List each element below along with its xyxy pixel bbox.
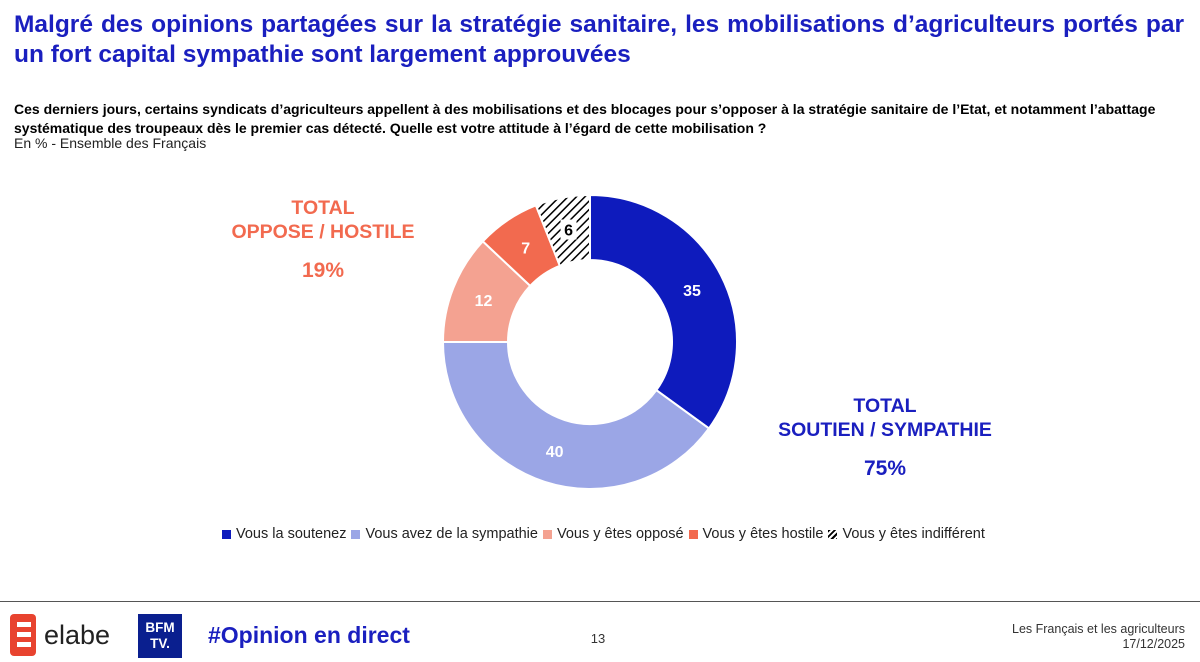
- footer-study-title: Les Français et les agriculteurs: [1012, 622, 1185, 636]
- legend-label: Vous la soutenez: [236, 526, 347, 542]
- elabe-wordmark: elabe: [44, 619, 111, 650]
- total-support-callout: TOTAL SOUTIEN / SYMPATHIE 75%: [740, 394, 1030, 482]
- donut-value-label: 7: [521, 240, 530, 257]
- footer-study-info: Les Français et les agriculteurs 17/12/2…: [1012, 622, 1185, 652]
- legend-item-vous-y-etes-hostile: Vous y êtes hostile: [688, 526, 824, 542]
- elabe-mark-icon: [10, 614, 36, 656]
- donut-slice-vous-la-soutenez: [589, 193, 738, 430]
- legend-swatch: [828, 529, 838, 539]
- legend-swatch: [542, 529, 552, 539]
- elabe-logo: elabe: [10, 614, 110, 656]
- donut-value-label: 6: [564, 223, 573, 240]
- legend-swatch: [351, 529, 361, 539]
- footer-divider: [0, 601, 1200, 602]
- total-oppose-line2: OPPOSE / HOSTILE: [231, 221, 415, 243]
- legend-label: Vous y êtes opposé: [556, 526, 684, 542]
- total-oppose-value: 19%: [301, 259, 345, 282]
- legend-label: Vous y êtes hostile: [702, 526, 824, 542]
- legend-label: Vous avez de la sympathie: [365, 526, 538, 542]
- donut-label-background: [560, 219, 577, 240]
- bfmtv-logo: BFM TV.: [138, 614, 182, 658]
- donut-value-label: 35: [683, 283, 701, 300]
- total-oppose-callout: TOTAL OPPOSE / HOSTILE 19%: [208, 196, 438, 284]
- donut-slice-vous-avez-de-la-sympathie: [441, 341, 711, 490]
- page-title: Malgré des opinions partagées sur la str…: [14, 11, 1184, 68]
- donut-slices: [441, 193, 738, 490]
- legend-item-vous-y-etes-indifferent: Vous y êtes indifférent: [828, 526, 985, 542]
- legend-label: Vous y êtes indifférent: [842, 526, 985, 542]
- bfmtv-logo-line1: BFM: [145, 620, 175, 635]
- donut-slice-labels: 35 40 12 7 6: [475, 219, 701, 461]
- total-oppose-line1: TOTAL: [291, 197, 355, 219]
- legend-item-vous-la-soutenez: Vous la soutenez: [222, 526, 346, 542]
- total-support-line2: SOUTIEN / SYMPATHIE: [778, 419, 992, 441]
- legend-swatch: [688, 529, 698, 539]
- donut-value-label: 40: [546, 444, 564, 461]
- chart-legend: Vous la soutenez Vous avez de la sympathi…: [222, 526, 990, 543]
- survey-question: Ces derniers jours, certains syndicats d…: [14, 101, 1156, 136]
- footer-hashtag: #Opinion en direct: [208, 622, 410, 648]
- donut-value-label: 12: [475, 293, 493, 310]
- total-support-value: 75%: [863, 457, 907, 480]
- page-number: 13: [590, 631, 606, 646]
- legend-item-vous-y-etes-oppose: Vous y êtes opposé: [542, 526, 684, 542]
- base-note: En % - Ensemble des Français: [14, 135, 207, 151]
- legend-item-vous-avez-de-la-sympathie: Vous avez de la sympathie: [351, 526, 538, 542]
- total-support-line1: TOTAL: [853, 395, 917, 417]
- legend-swatch: [222, 529, 231, 539]
- bfmtv-logo-line2: TV.: [150, 636, 170, 651]
- footer-date: 17/12/2025: [1122, 637, 1185, 651]
